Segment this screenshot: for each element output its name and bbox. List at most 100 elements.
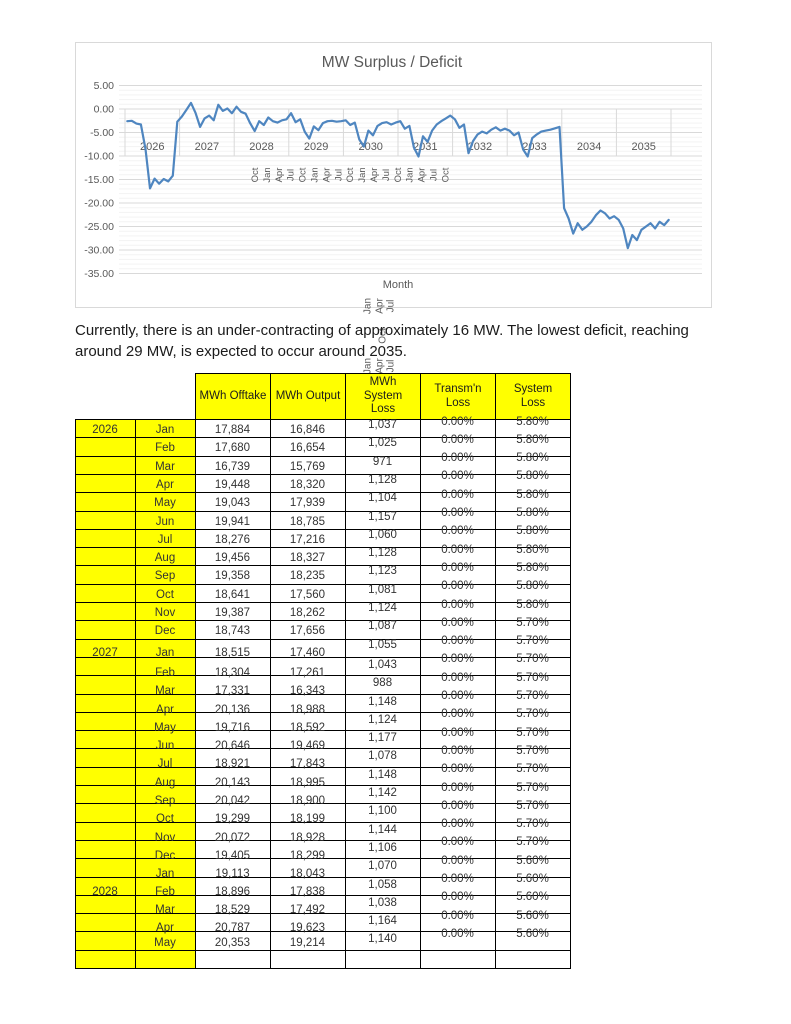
cell-transmn-loss: 0.00%: [441, 525, 474, 538]
cell-mwh-system-loss: 1,087: [368, 620, 397, 633]
table-row-border: [75, 858, 571, 859]
table-row-border: [75, 913, 571, 914]
y-axis-tick-label: -35.00: [84, 268, 114, 280]
table-row-border: [75, 840, 571, 841]
cell-mwh-system-loss: 1,104: [368, 492, 397, 505]
cell-month: Oct: [156, 588, 174, 601]
cell-month: Jan: [155, 424, 175, 436]
cell-mwh-system-loss: 1,140: [368, 933, 397, 946]
cell-system-loss-pct: 5.80%: [516, 452, 549, 465]
cell-transmn-loss: 0.00%: [441, 543, 474, 556]
table-row-border: [75, 639, 571, 640]
cell-transmn-loss: 0.00%: [441, 708, 474, 721]
y-axis-tick-label: -5.00: [90, 127, 114, 139]
cell-mwh-output: 17,261: [289, 666, 326, 679]
x-axis-year-label: 2035: [631, 141, 655, 153]
cell-mwh-system-loss: 1,070: [368, 860, 397, 873]
cell-mwh-system-loss: 1,078: [368, 750, 397, 763]
table-row-border: [75, 675, 571, 676]
cell-mwh-system-loss: 1,038: [368, 896, 397, 909]
cell-mwh-output: 18,900: [289, 795, 326, 807]
cell-mwh-output: 17,656: [289, 625, 326, 638]
x-axis-month-tick-label: Jan: [310, 167, 321, 182]
cell-mwh-offtake: 19,387: [214, 607, 251, 619]
cell-mwh-output: 18,199: [289, 813, 326, 826]
cell-mwh-system-loss: 1,148: [368, 768, 397, 781]
x-axis-month-tick-label: Jul: [381, 169, 392, 181]
cell-system-loss-pct: 5.70%: [516, 781, 549, 794]
x-axis-month-tick-label: Apr: [321, 168, 332, 183]
table-row-border: [75, 785, 571, 786]
cell-year: 2027: [92, 646, 118, 659]
table-row-border: [75, 456, 571, 457]
table-row-border: [75, 931, 571, 932]
x-axis-month-tick-label: Oct: [440, 167, 451, 182]
cell-month: Jun: [155, 515, 175, 528]
table-row-border: [75, 694, 571, 695]
table-row-border: [75, 748, 571, 749]
cell-mwh-offtake: 19,043: [214, 497, 251, 510]
cell-mwh-system-loss: 1,148: [368, 695, 397, 708]
cell-transmn-loss: 0.00%: [441, 580, 474, 593]
table-row-border: [75, 474, 571, 475]
x-axis-month-tick-label: Apr: [417, 168, 428, 183]
cell-month: Sep: [154, 795, 176, 807]
cell-mwh-offtake: 19,358: [214, 570, 251, 583]
x-axis-month-tick-label: Jan: [405, 167, 416, 182]
cell-transmn-loss: 0.00%: [441, 836, 474, 849]
cell-mwh-offtake: 20,787: [214, 922, 251, 935]
cell-month: Sep: [154, 570, 176, 583]
cell-month: Dec: [154, 625, 176, 638]
cell-mwh-offtake: 19,716: [214, 721, 251, 734]
cell-month: Apr: [156, 478, 174, 491]
cell-month: Jul: [157, 758, 173, 771]
cell-system-loss-pct: 5.70%: [516, 818, 549, 831]
cell-system-loss-pct: 5.60%: [516, 891, 549, 904]
cell-system-loss-pct: 5.60%: [516, 873, 549, 885]
cell-mwh-system-loss: 1,060: [368, 528, 397, 541]
cell-transmn-loss: 0.00%: [441, 909, 474, 922]
x-axis-month-tick-label: Jan: [262, 167, 273, 182]
cell-system-loss-pct: 5.70%: [516, 763, 549, 776]
table-column-border: [495, 373, 496, 969]
table-row-border: [75, 602, 571, 603]
cell-month: Jan: [155, 868, 175, 881]
cell-transmn-loss: 0.00%: [441, 744, 474, 757]
chart-title: MW Surplus / Deficit: [322, 54, 463, 71]
cell-mwh-offtake: 19,299: [214, 813, 251, 826]
cell-transmn-loss: 0.00%: [441, 433, 474, 446]
cell-month: Feb: [155, 666, 175, 679]
cell-mwh-system-loss: 1,058: [368, 878, 397, 891]
cell-mwh-system-loss: 1,037: [368, 419, 397, 431]
cell-mwh-offtake: 20,143: [214, 776, 251, 789]
cell-system-loss-pct: 5.80%: [516, 543, 549, 556]
cell-mwh-offtake: 18,896: [214, 885, 251, 898]
cell-month: Apr: [156, 922, 174, 935]
x-axis-year-label: 2028: [249, 141, 273, 153]
cell-mwh-output: 18,262: [289, 607, 326, 619]
cell-mwh-output: 16,343: [289, 685, 326, 698]
cell-system-loss-pct: 5.80%: [516, 525, 549, 538]
cell-mwh-output: 17,460: [289, 646, 326, 659]
cell-transmn-loss: 0.00%: [441, 598, 474, 611]
cell-transmn-loss: 0.00%: [441, 470, 474, 483]
cell-year: 2026: [92, 424, 118, 436]
column-header: System Loss: [495, 373, 571, 420]
cell-mwh-system-loss: 1,100: [368, 805, 397, 818]
cell-month: Dec: [154, 849, 176, 862]
cell-mwh-output: 18,592: [289, 721, 326, 734]
y-axis-tick-label: -25.00: [84, 221, 114, 233]
cell-month: May: [154, 497, 176, 510]
cell-mwh-output: 18,928: [289, 831, 326, 844]
cell-mwh-system-loss: 1,144: [368, 823, 397, 836]
column-header: Transm'n Loss: [420, 373, 496, 420]
cell-system-loss-pct: 5.70%: [516, 653, 549, 666]
cell-transmn-loss: 0.00%: [441, 671, 474, 684]
cell-month: Feb: [155, 442, 175, 455]
cell-mwh-system-loss: 1,124: [368, 602, 397, 614]
cell-mwh-system-loss: 1,164: [368, 915, 397, 928]
cell-mwh-system-loss: 971: [372, 455, 393, 468]
cell-mwh-output: 17,216: [289, 533, 326, 546]
cell-transmn-loss: 0.00%: [441, 415, 474, 428]
table-row-border: [75, 657, 571, 658]
